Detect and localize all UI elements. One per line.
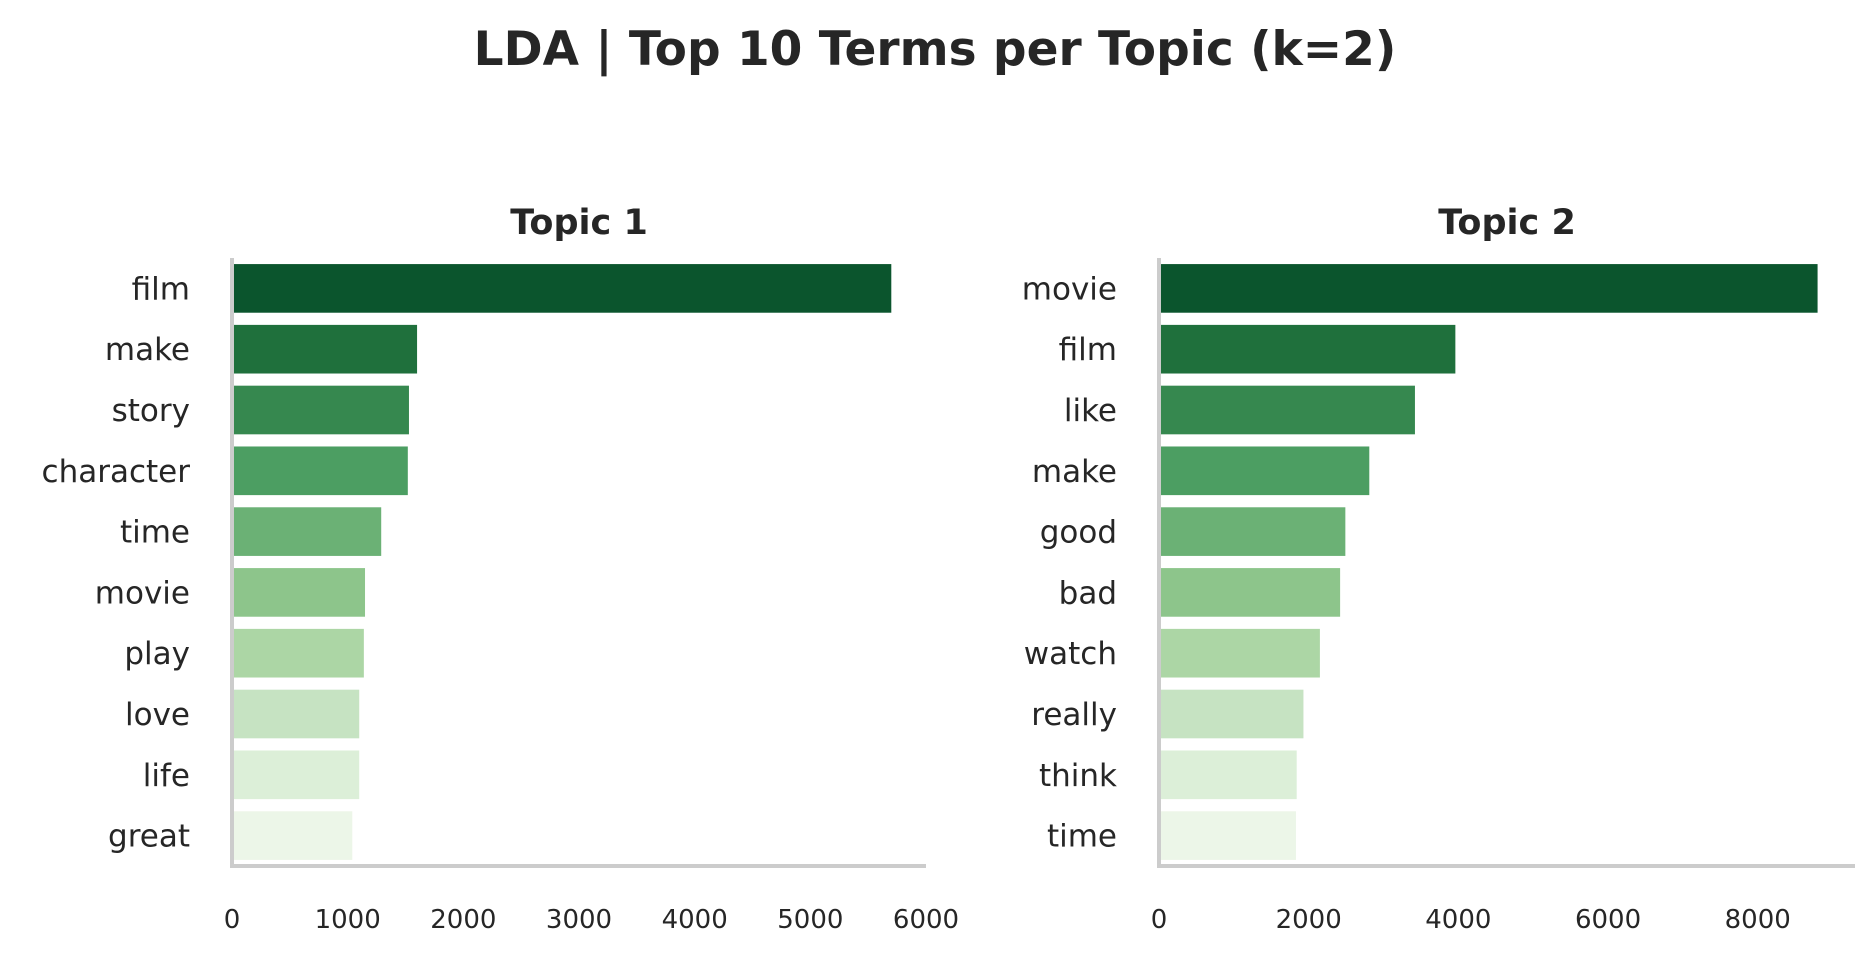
- topic-2-panel: Topic 2 movie film like make good bad watch real…: [1022, 203, 1855, 935]
- bar-movie: [1160, 264, 1818, 313]
- bar-film: [233, 264, 892, 313]
- category-label: movie: [95, 575, 190, 611]
- bar-film: [1160, 324, 1456, 374]
- category-label: time: [120, 515, 190, 551]
- category-label: love: [125, 697, 190, 733]
- x-tick-label: 6000: [893, 905, 959, 935]
- bar-character: [233, 446, 408, 496]
- x-tick-label: 2000: [430, 905, 496, 935]
- panel-title: Topic 1: [510, 203, 648, 243]
- category-label: life: [143, 758, 190, 794]
- bar-watch: [1160, 628, 1320, 678]
- topic-1-panel: Topic 1 film make story character time movie pl…: [42, 203, 960, 935]
- bar-make: [1160, 446, 1370, 496]
- bar-make: [233, 324, 418, 374]
- category-label: think: [1039, 758, 1117, 794]
- bar-really: [1160, 689, 1304, 739]
- x-tick-label: 2000: [1276, 905, 1342, 935]
- bar-time: [233, 507, 382, 556]
- bar-bad: [1160, 568, 1341, 617]
- bar-like: [1160, 385, 1415, 435]
- x-tick-label: 5000: [777, 905, 843, 935]
- x-tick-label: 1000: [315, 905, 381, 935]
- bar-time: [1160, 811, 1296, 860]
- bar-great: [233, 811, 353, 860]
- x-tick-label: 0: [224, 905, 241, 935]
- x-tick-label: 4000: [662, 905, 728, 935]
- category-label: like: [1064, 393, 1117, 429]
- category-label: film: [1059, 332, 1117, 368]
- category-label: movie: [1022, 271, 1117, 307]
- category-label: character: [42, 454, 191, 490]
- x-tick-label: 6000: [1575, 905, 1641, 935]
- category-label: make: [105, 332, 190, 368]
- bar-movie: [233, 568, 366, 617]
- x-tick-label: 4000: [1425, 905, 1491, 935]
- category-label: good: [1040, 515, 1117, 551]
- figure-title: LDA | Top 10 Terms per Topic (k=2): [473, 22, 1397, 77]
- bar-think: [1160, 750, 1297, 800]
- bar-good: [1160, 507, 1346, 556]
- x-tick-label: 0: [1151, 905, 1168, 935]
- panel-title: Topic 2: [1438, 203, 1576, 243]
- category-label: play: [124, 636, 190, 672]
- category-label: film: [132, 271, 190, 307]
- bar-play: [233, 628, 364, 678]
- bar-story: [233, 385, 409, 435]
- category-label: make: [1032, 454, 1117, 490]
- category-label: story: [112, 393, 190, 429]
- category-label: really: [1031, 697, 1117, 733]
- x-tick-label: 8000: [1725, 905, 1791, 935]
- category-label: time: [1047, 819, 1117, 855]
- category-label: bad: [1059, 575, 1117, 611]
- bar-life: [233, 750, 360, 800]
- x-tick-label: 3000: [546, 905, 612, 935]
- category-label: great: [108, 819, 190, 855]
- category-label: watch: [1024, 636, 1117, 672]
- bar-love: [233, 689, 360, 739]
